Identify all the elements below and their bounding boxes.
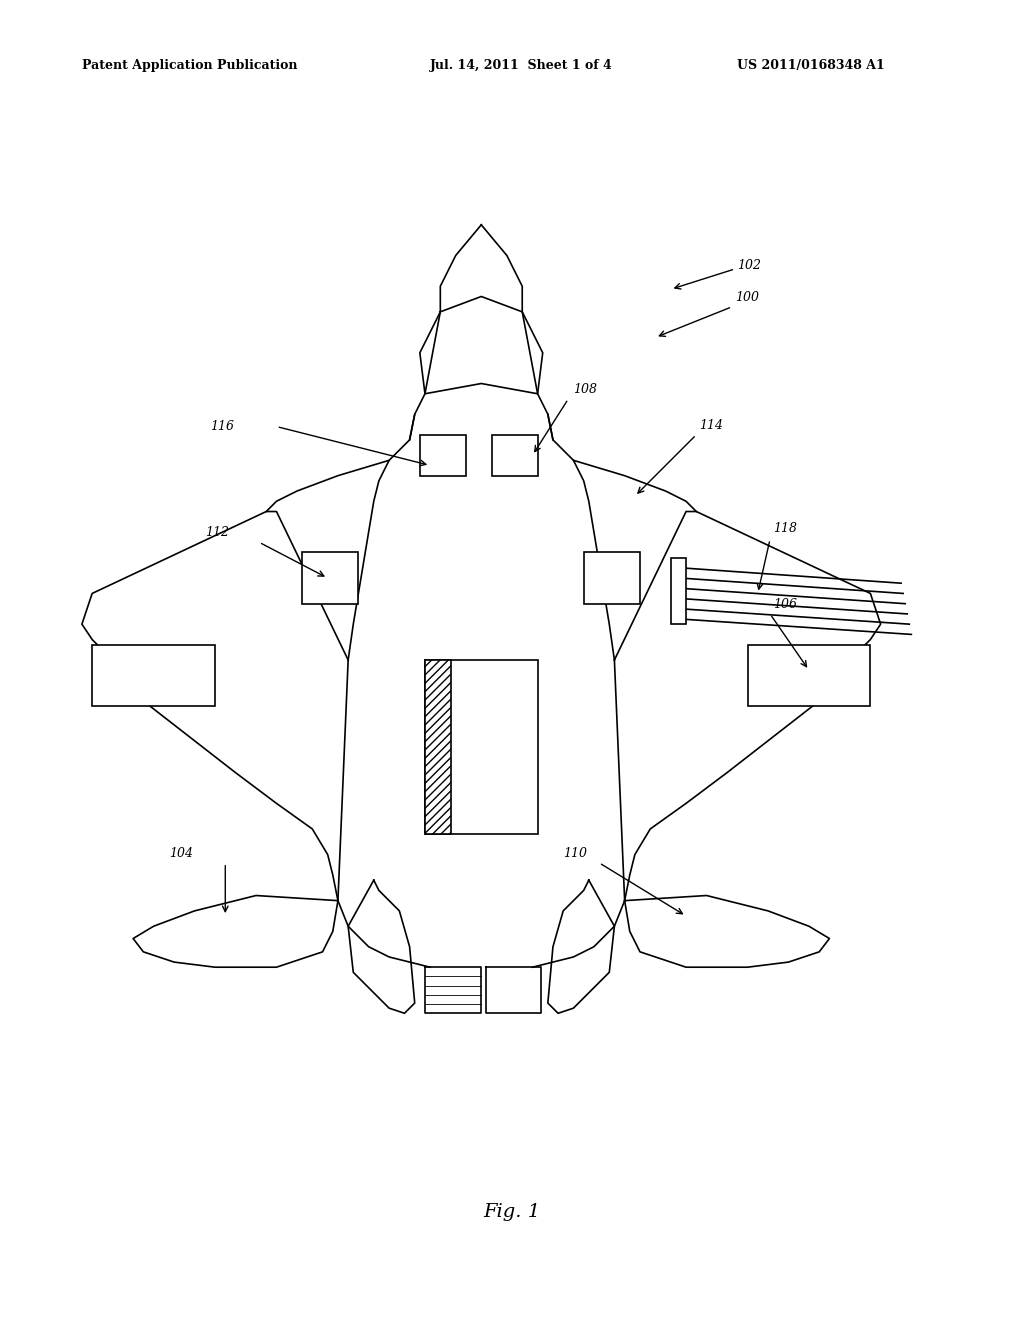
Bar bbox=[420, 434, 466, 475]
Text: 104: 104 bbox=[169, 846, 193, 859]
Text: 100: 100 bbox=[735, 290, 759, 304]
Text: 110: 110 bbox=[563, 846, 587, 859]
Bar bbox=[425, 660, 451, 834]
Bar bbox=[425, 660, 538, 834]
Bar bbox=[584, 553, 640, 603]
Polygon shape bbox=[348, 880, 415, 1014]
Text: 106: 106 bbox=[773, 598, 797, 611]
Text: 112: 112 bbox=[205, 527, 228, 539]
Text: 114: 114 bbox=[699, 418, 723, 432]
Text: Fig. 1: Fig. 1 bbox=[483, 1203, 541, 1221]
Bar bbox=[671, 557, 686, 624]
Polygon shape bbox=[614, 512, 881, 900]
Bar bbox=[748, 644, 870, 706]
Bar bbox=[92, 644, 215, 706]
Polygon shape bbox=[133, 895, 338, 968]
Bar bbox=[492, 434, 538, 475]
Text: 116: 116 bbox=[210, 420, 233, 433]
Text: US 2011/0168348 A1: US 2011/0168348 A1 bbox=[737, 59, 885, 73]
Text: 108: 108 bbox=[573, 383, 597, 396]
Polygon shape bbox=[486, 968, 541, 1014]
Text: 118: 118 bbox=[773, 523, 797, 535]
Text: Patent Application Publication: Patent Application Publication bbox=[82, 59, 297, 73]
Bar bbox=[302, 553, 358, 603]
Polygon shape bbox=[82, 512, 348, 900]
Polygon shape bbox=[425, 968, 481, 1014]
Polygon shape bbox=[625, 895, 829, 968]
Polygon shape bbox=[548, 880, 614, 1014]
Text: Jul. 14, 2011  Sheet 1 of 4: Jul. 14, 2011 Sheet 1 of 4 bbox=[430, 59, 612, 73]
Text: 102: 102 bbox=[737, 259, 761, 272]
